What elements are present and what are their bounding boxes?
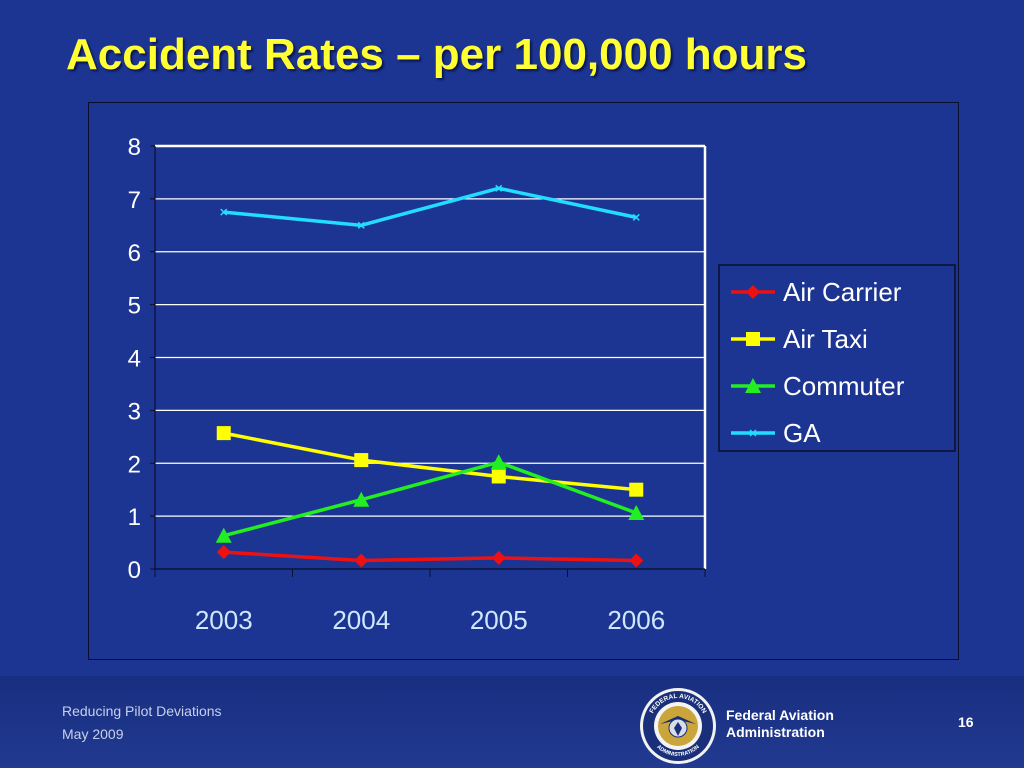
x-tick-label: 2005 <box>470 605 528 635</box>
data-point-ga <box>495 184 503 192</box>
marker-stroke <box>495 184 503 192</box>
x-tick-label: 2004 <box>332 605 390 635</box>
faa-seal-logo: FEDERAL AVIATION ADMINISTRATION <box>640 688 716 764</box>
marker-stroke <box>357 221 365 229</box>
footer-date: May 2009 <box>62 726 124 742</box>
data-point-air-carrier <box>354 553 369 568</box>
y-tick-label: 4 <box>128 346 141 373</box>
y-tick-label: 0 <box>128 557 141 584</box>
data-point-air-taxi <box>491 469 506 484</box>
data-point-air-carrier <box>216 545 231 560</box>
legend-label-commuter: Commuter <box>783 371 905 401</box>
faa-org-line2: Administration <box>726 724 825 740</box>
legend-marker-air-carrier <box>746 285 760 299</box>
footer-presentation-title: Reducing Pilot Deviations <box>62 703 222 719</box>
slide-title: Accident Rates – per 100,000 hours <box>66 30 807 79</box>
legend-box <box>718 264 956 452</box>
series-line-commuter <box>223 460 637 538</box>
legend-label-air-taxi: Air Taxi <box>783 324 868 354</box>
marker-stroke <box>632 213 640 221</box>
y-tick-label: 1 <box>128 504 141 531</box>
legend-label-ga: GA <box>783 418 821 448</box>
data-point-air-taxi <box>629 482 644 497</box>
legend-label-air-carrier: Air Carrier <box>783 277 902 307</box>
data-point-air-carrier <box>491 550 506 565</box>
data-point-ga <box>220 208 228 216</box>
series-line-air-carrier <box>223 550 637 563</box>
x-tick-label: 2006 <box>607 605 665 635</box>
data-point-commuter <box>215 527 232 543</box>
data-point-commuter <box>353 491 370 507</box>
y-tick-label: 3 <box>128 398 141 425</box>
marker-stroke <box>749 429 757 437</box>
y-tick-label: 5 <box>128 293 141 320</box>
y-tick-label: 8 <box>128 134 141 161</box>
page-number: 16 <box>958 714 974 730</box>
faa-org-line1: Federal Aviation <box>726 707 834 723</box>
chart-frame: 0 1 2 3 4 5 6 7 8 2003 2004 2005 2006 Air Carrier Air … <box>88 102 959 660</box>
data-point-ga <box>357 221 365 229</box>
x-tick-label: 2003 <box>195 605 253 635</box>
y-tick-label: 6 <box>128 240 141 267</box>
line-chart: 0 1 2 3 4 5 6 7 8 2003 2004 2005 2006 Air Carrier Air … <box>128 134 956 635</box>
legend-marker-ga <box>749 429 757 437</box>
series-line-ga <box>223 186 637 228</box>
data-point-air-carrier <box>629 553 644 568</box>
series-line-air-taxi <box>223 431 637 492</box>
y-tick-label: 7 <box>128 187 141 214</box>
data-point-commuter <box>490 454 507 470</box>
faa-org-name: Federal Aviation Administration <box>726 707 834 741</box>
data-point-air-taxi <box>354 453 369 468</box>
marker-stroke <box>220 208 228 216</box>
data-point-commuter <box>628 504 645 520</box>
footer-bar <box>0 676 1024 768</box>
data-point-ga <box>632 213 640 221</box>
legend-marker-commuter <box>745 378 761 393</box>
y-tick-label: 2 <box>128 451 141 478</box>
data-point-air-taxi <box>216 426 231 441</box>
legend-marker-air-taxi <box>746 332 760 346</box>
